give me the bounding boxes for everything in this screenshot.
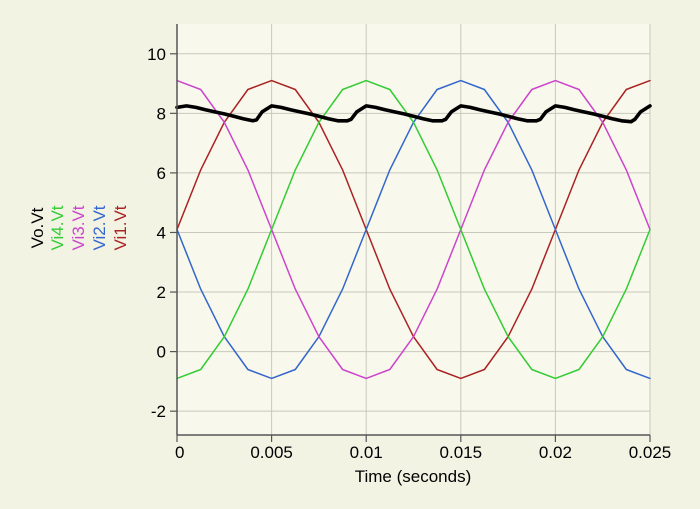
series-line-vo-vt bbox=[175, 104, 652, 124]
series-line-vi4-vt bbox=[176, 79, 651, 380]
x-tick-label: 0.015 bbox=[440, 443, 483, 462]
legend-label-vi3-vt: Vi3.Vt bbox=[69, 205, 88, 250]
x-tick-label: 0.02 bbox=[539, 443, 572, 462]
legend-label-vo-vt: Vo.Vt bbox=[28, 207, 47, 248]
x-tick-label: 0.005 bbox=[250, 443, 293, 462]
series-line-vi3-vt bbox=[176, 79, 651, 380]
legend-label-vi4-vt: Vi4.Vt bbox=[48, 205, 67, 250]
legend: Vo.Vt Vi4.Vt Vi3.Vt Vi2.Vt Vi1.Vt bbox=[28, 205, 130, 250]
x-axis-label: Time (seconds) bbox=[355, 467, 472, 486]
y-tick-label: -2 bbox=[151, 402, 166, 421]
x-tick-label: 0.025 bbox=[629, 443, 672, 462]
y-tick-label: 10 bbox=[147, 45, 166, 64]
y-tick-label: 8 bbox=[157, 104, 166, 123]
y-tick-label: 4 bbox=[157, 223, 166, 242]
plot-area bbox=[177, 24, 650, 435]
y-tick-label: 0 bbox=[157, 343, 166, 362]
y-tick-label: 2 bbox=[157, 283, 166, 302]
y-tick-label: 6 bbox=[157, 164, 166, 183]
series-layer bbox=[175, 79, 652, 380]
y-tick-labels: -2 0 2 4 6 8 10 bbox=[147, 45, 166, 421]
legend-label-vi1-vt: Vi1.Vt bbox=[111, 205, 130, 250]
x-tick-label: 0 bbox=[175, 443, 184, 462]
axes bbox=[170, 24, 651, 442]
legend-label-vi2-vt: Vi2.Vt bbox=[90, 205, 109, 250]
x-tick-label: 0.01 bbox=[350, 443, 383, 462]
x-tick-labels: 0 0.005 0.01 0.015 0.02 0.025 bbox=[175, 443, 671, 462]
